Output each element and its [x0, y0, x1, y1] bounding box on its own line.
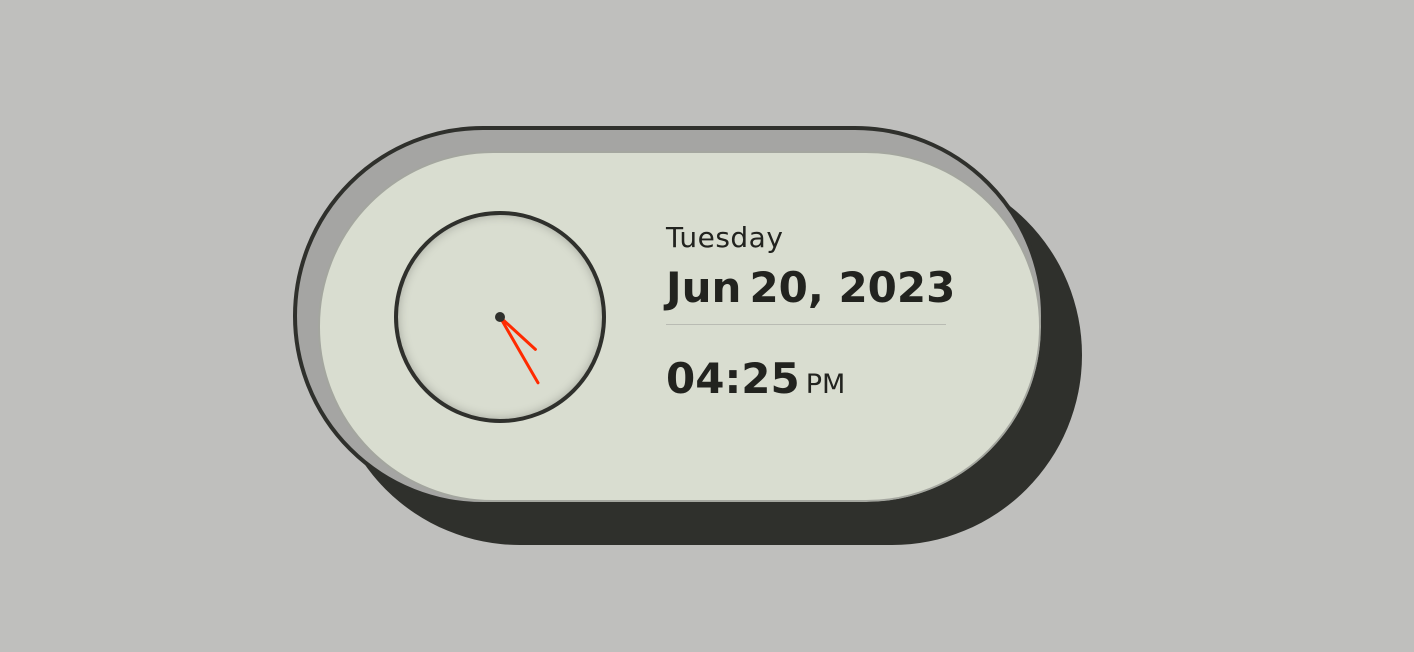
analog-clock	[495, 312, 540, 385]
minute-hand	[498, 315, 540, 385]
date-time-panel: Tuesday Jun 20, 2023 04:25 PM	[666, 220, 956, 405]
time-label: 04:25 PM	[666, 353, 956, 405]
divider	[666, 324, 946, 325]
clock-center-dot	[495, 312, 505, 322]
date-day-year: 20, 2023	[749, 263, 956, 312]
hour-hand	[498, 315, 537, 351]
day-name: Tuesday	[666, 221, 784, 254]
date-month: Jun	[666, 263, 742, 312]
date-label: Jun 20, 2023	[666, 262, 956, 314]
time-ampm: PM	[805, 369, 846, 400]
time-hours-minutes: 04:25	[666, 354, 800, 403]
